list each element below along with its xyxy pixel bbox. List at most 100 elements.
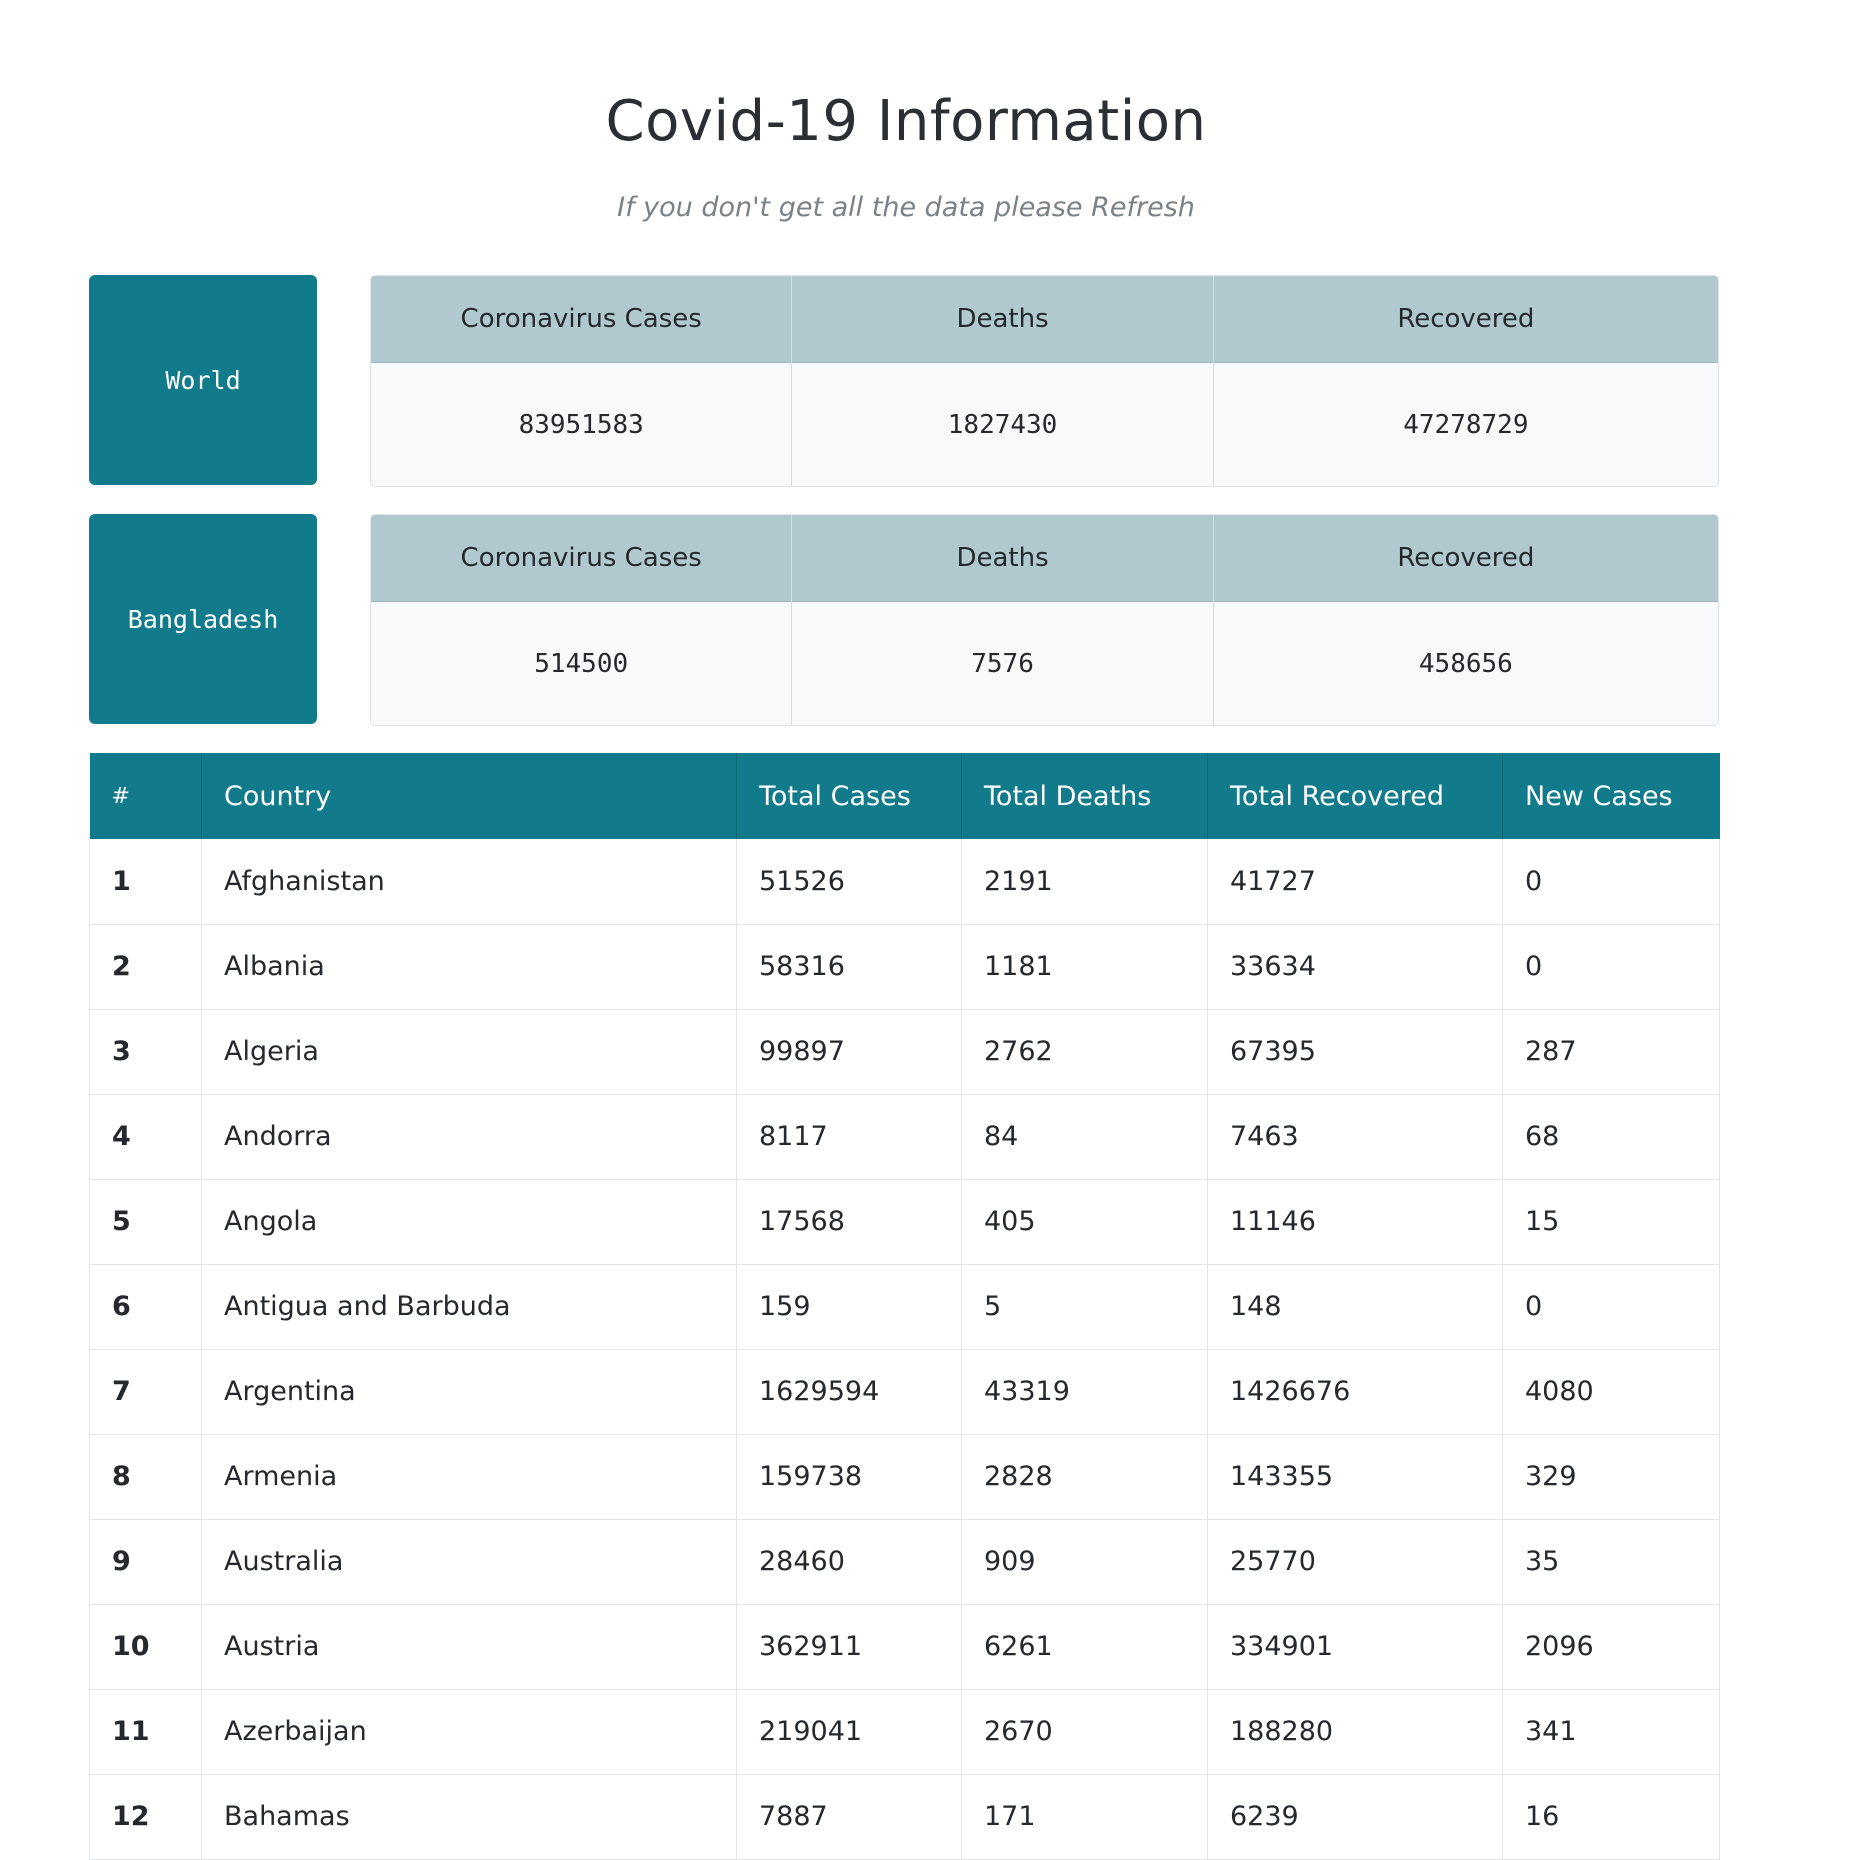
cell-rank: 6: [89, 1264, 202, 1350]
table-row: 11 Azerbaijan 219041 2670 188280 341: [89, 1689, 1720, 1775]
cell-total-recovered: 143355: [1207, 1434, 1503, 1520]
cell-rank: 2: [89, 924, 202, 1010]
table-body: 1 Afghanistan 51526 2191 41727 0 2 Albania 58316…: [89, 839, 1720, 1860]
cell-new-cases: 329: [1502, 1434, 1720, 1520]
cell-total-recovered: 33634: [1207, 924, 1503, 1010]
cell-rank: 3: [89, 1009, 202, 1095]
cell-total-deaths: 43319: [961, 1349, 1208, 1435]
cell-new-cases: 287: [1502, 1009, 1720, 1095]
cell-total-deaths: 2191: [961, 839, 1208, 925]
table-row: 1 Afghanistan 51526 2191 41727 0: [89, 839, 1720, 925]
cell-rank: 9: [89, 1519, 202, 1605]
stat-recovered: Recovered 47278729: [1213, 276, 1718, 486]
table-row: 5 Angola 17568 405 11146 15: [89, 1179, 1720, 1265]
stat-cases: Coronavirus Cases 514500: [371, 515, 793, 725]
cell-total-cases: 362911: [736, 1604, 962, 1690]
cell-country: Azerbaijan: [201, 1689, 737, 1775]
cell-country: Afghanistan: [201, 839, 737, 925]
table-row: 3 Algeria 99897 2762 67395 287: [89, 1009, 1720, 1095]
cell-total-deaths: 1181: [961, 924, 1208, 1010]
cell-country: Austria: [201, 1604, 737, 1690]
cell-new-cases: 15: [1502, 1179, 1720, 1265]
cell-total-cases: 8117: [736, 1094, 962, 1180]
stat-value: 458656: [1418, 648, 1513, 679]
stat-header: Recovered: [1213, 515, 1718, 602]
cell-country: Andorra: [201, 1094, 737, 1180]
cell-total-deaths: 2828: [961, 1434, 1208, 1520]
bangladesh-stats-table: Coronavirus Cases 514500 Deaths 7576 Rec…: [370, 514, 1719, 726]
cell-total-recovered: 334901: [1207, 1604, 1503, 1690]
cell-rank: 4: [89, 1094, 202, 1180]
cell-total-cases: 99897: [736, 1009, 962, 1095]
cell-total-recovered: 25770: [1207, 1519, 1503, 1605]
cell-total-recovered: 1426676: [1207, 1349, 1503, 1435]
column-header-total-recovered: Total Recovered: [1207, 753, 1503, 839]
cell-country: Argentina: [201, 1349, 737, 1435]
page-title: Covid-19 Information: [605, 89, 1207, 154]
cell-total-deaths: 84: [961, 1094, 1208, 1180]
table-header-row: # Country Total Cases Total Deaths Total…: [89, 753, 1720, 839]
cell-total-cases: 28460: [736, 1519, 962, 1605]
cell-total-recovered: 67395: [1207, 1009, 1503, 1095]
table-row: 8 Armenia 159738 2828 143355 329: [89, 1434, 1720, 1520]
cell-rank: 7: [89, 1349, 202, 1435]
cell-country: Armenia: [201, 1434, 737, 1520]
cell-rank: 1: [89, 839, 202, 925]
cell-total-recovered: 11146: [1207, 1179, 1503, 1265]
country-table: # Country Total Cases Total Deaths Total…: [89, 753, 1720, 1860]
cell-total-cases: 58316: [736, 924, 962, 1010]
stat-recovered: Recovered 458656: [1213, 515, 1718, 725]
stat-deaths: Deaths 7576: [792, 515, 1214, 725]
world-stats-table: Coronavirus Cases 83951583 Deaths 182743…: [370, 275, 1719, 487]
stat-header: Recovered: [1213, 276, 1718, 363]
cell-total-recovered: 41727: [1207, 839, 1503, 925]
stat-header: Deaths: [792, 515, 1213, 602]
cell-country: Angola: [201, 1179, 737, 1265]
table-row: 10 Austria 362911 6261 334901 2096: [89, 1604, 1720, 1690]
cell-total-cases: 51526: [736, 839, 962, 925]
cell-total-cases: 7887: [736, 1774, 962, 1860]
cell-country: Algeria: [201, 1009, 737, 1095]
cell-new-cases: 0: [1502, 924, 1720, 1010]
table-row: 7 Argentina 1629594 43319 1426676 4080: [89, 1349, 1720, 1435]
cell-total-recovered: 6239: [1207, 1774, 1503, 1860]
cell-total-recovered: 188280: [1207, 1689, 1503, 1775]
cell-new-cases: 0: [1502, 839, 1720, 925]
cell-country: Albania: [201, 924, 737, 1010]
stat-value: 7576: [971, 648, 1034, 679]
cell-country: Antigua and Barbuda: [201, 1264, 737, 1350]
cell-country: Australia: [201, 1519, 737, 1605]
cell-total-deaths: 5: [961, 1264, 1208, 1350]
cell-total-deaths: 171: [961, 1774, 1208, 1860]
cell-total-deaths: 2670: [961, 1689, 1208, 1775]
table-row: 12 Bahamas 7887 171 6239 16: [89, 1774, 1720, 1860]
cell-new-cases: 0: [1502, 1264, 1720, 1350]
column-header-rank: #: [89, 753, 202, 839]
cell-total-deaths: 405: [961, 1179, 1208, 1265]
cell-total-deaths: 6261: [961, 1604, 1208, 1690]
cell-new-cases: 16: [1502, 1774, 1720, 1860]
cell-rank: 8: [89, 1434, 202, 1520]
cell-total-cases: 159738: [736, 1434, 962, 1520]
cell-total-cases: 1629594: [736, 1349, 962, 1435]
bangladesh-summary: Bangladesh Coronavirus Cases 514500 Deat…: [89, 514, 1721, 726]
stat-header: Coronavirus Cases: [371, 515, 792, 602]
cell-rank: 11: [89, 1689, 202, 1775]
cell-total-deaths: 909: [961, 1519, 1208, 1605]
region-tile-world: World: [89, 275, 317, 485]
region-tile-bangladesh: Bangladesh: [89, 514, 317, 724]
stat-header: Coronavirus Cases: [371, 276, 792, 363]
cell-new-cases: 2096: [1502, 1604, 1720, 1690]
cell-new-cases: 68: [1502, 1094, 1720, 1180]
stat-deaths: Deaths 1827430: [792, 276, 1214, 486]
column-header-country: Country: [201, 753, 737, 839]
cell-rank: 5: [89, 1179, 202, 1265]
table-row: 2 Albania 58316 1181 33634 0: [89, 924, 1720, 1010]
cell-total-recovered: 7463: [1207, 1094, 1503, 1180]
cell-country: Bahamas: [201, 1774, 737, 1860]
cell-total-deaths: 2762: [961, 1009, 1208, 1095]
column-header-total-cases: Total Cases: [736, 753, 962, 839]
page-subtitle: If you don't get all the data please Ref…: [617, 192, 1195, 223]
cell-total-cases: 159: [736, 1264, 962, 1350]
